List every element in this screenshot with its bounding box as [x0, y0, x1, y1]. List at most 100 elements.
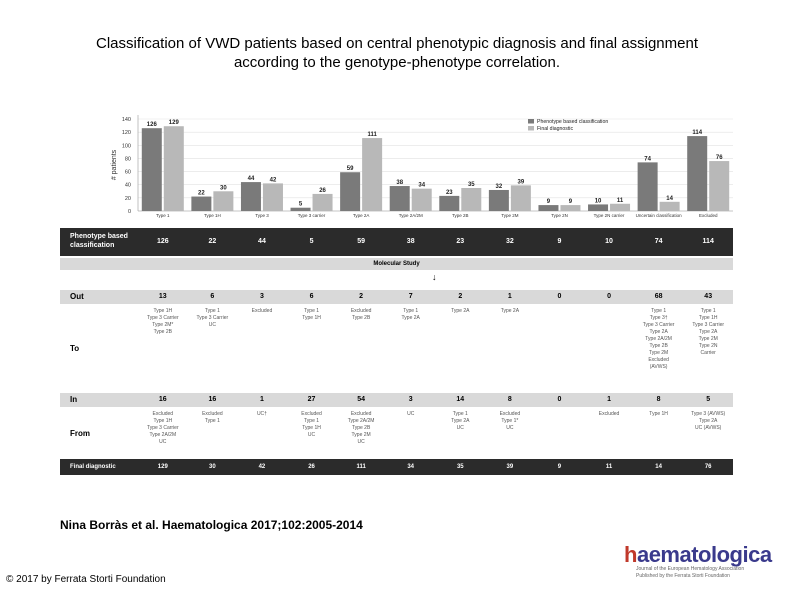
- logo-subtitle: Journal of the European Hematology Assoc…: [636, 566, 745, 579]
- bar-phenotype: [340, 172, 361, 211]
- bar-data-label: 9: [547, 199, 551, 205]
- bar-data-label: 32: [496, 184, 503, 190]
- to-detail: Type 1 Type 1H Type 3 Carrier Type 2A Ty…: [692, 308, 725, 356]
- bar-phenotype: [538, 205, 559, 211]
- final-value: 34: [407, 464, 415, 470]
- in-value: 16: [208, 396, 217, 403]
- bar-data-label: 34: [418, 183, 425, 189]
- y-tick-label: 140: [122, 117, 131, 123]
- to-detail: Type 1 Type 3† Type 3 Carrier Type 2A Ty…: [642, 308, 675, 370]
- y-tick-label: 80: [125, 156, 131, 162]
- bar-data-label: 114: [692, 130, 702, 136]
- x-tick-label: Type 3: [255, 213, 269, 218]
- bar-data-label: 11: [617, 198, 624, 204]
- phenotype-value: 74: [654, 238, 663, 245]
- out-value: 0: [607, 293, 611, 300]
- bar-final: [163, 126, 184, 211]
- logo-word: haematologica: [624, 542, 772, 567]
- bar-final: [510, 185, 531, 211]
- in-value: 16: [158, 396, 167, 403]
- phenotype-value: 59: [357, 238, 366, 245]
- out-value: 2: [458, 293, 463, 300]
- bar-data-label: 5: [299, 202, 303, 208]
- phenotype-value: 22: [208, 238, 217, 245]
- citation: Nina Borràs et al. Haematologica 2017;10…: [60, 518, 363, 532]
- bar-data-label: 14: [666, 196, 673, 202]
- bar-final: [461, 188, 482, 211]
- y-tick-label: 100: [122, 143, 131, 149]
- from-detail: UC: [407, 411, 415, 417]
- bar-phenotype: [240, 182, 261, 211]
- phenotype-value: 44: [258, 238, 266, 245]
- bar-phenotype: [637, 162, 658, 211]
- phenotype-value: 38: [406, 238, 415, 245]
- from-detail: Type 3 (AVWS) Type 2A UC (AVWS): [691, 411, 726, 431]
- final-value: 39: [506, 464, 514, 470]
- from-detail: Type 1H: [649, 411, 668, 417]
- x-tick-label: Type 1: [156, 213, 170, 218]
- in-value: 5: [706, 396, 711, 403]
- bar-data-label: 35: [468, 182, 475, 188]
- in-label: In: [70, 395, 78, 404]
- from-label: From: [70, 429, 90, 438]
- bar-phenotype: [191, 196, 212, 211]
- out-value: 3: [259, 293, 264, 300]
- legend-label: Phenotype based classification: [537, 119, 608, 125]
- to-detail: Excluded: [251, 308, 273, 314]
- bar-data-label: 59: [347, 166, 354, 172]
- legend-swatch: [528, 126, 534, 131]
- x-tick-label: Type 2M: [501, 213, 519, 218]
- out-value: 2: [359, 293, 364, 300]
- x-tick-label: Type 2N carrier: [594, 213, 625, 218]
- phenotype-row: Phenotype based classification 126 22 44 5 5…: [60, 228, 733, 256]
- from-detail: UC†: [256, 411, 267, 417]
- final-value: 42: [258, 464, 266, 470]
- in-value: 8: [656, 396, 661, 403]
- bar-final: [362, 138, 383, 211]
- legend-label: Final diagnostic: [537, 126, 573, 132]
- molecular-study-label: Molecular Study: [373, 261, 420, 267]
- to-row: To Type 1H Type 3 Carrier Type 2M* Type …: [60, 306, 733, 392]
- bar-phenotype: [588, 204, 609, 211]
- from-detail: Excluded Type 1* UC: [499, 411, 521, 431]
- in-value: 1: [607, 396, 611, 403]
- out-row: Out 13 6 3 6 2 7 2 1 0 0 68 43: [60, 290, 733, 304]
- in-row: In 16 16 1 27 54 3 14 8 0 1 8 5: [60, 393, 733, 407]
- to-detail: Type 1 Type 3 Carrier UC: [196, 308, 229, 328]
- to-detail: Type 2A: [451, 308, 470, 314]
- final-value: 76: [704, 464, 712, 470]
- to-detail: Type 2A: [500, 308, 520, 314]
- from-detail: Excluded Type 1 Type 1H UC: [301, 411, 322, 438]
- bar-data-label: 30: [220, 185, 227, 191]
- to-detail: Excluded Type 2B: [350, 308, 372, 321]
- x-tick-label: Type 2N: [551, 213, 568, 218]
- out-value: 6: [309, 293, 314, 300]
- y-tick-label: 60: [125, 170, 131, 176]
- phenotype-value: 114: [702, 238, 714, 245]
- from-detail: Type 1 Type 2A UC: [451, 411, 470, 431]
- out-value: 13: [158, 293, 167, 300]
- bar-phenotype: [389, 186, 410, 211]
- bar-data-label: 126: [147, 122, 158, 128]
- out-value: 43: [704, 293, 713, 300]
- title-line-2: according to the genotype-phenotype corr…: [233, 54, 561, 71]
- bar-final: [312, 193, 333, 211]
- y-tick-label: 120: [122, 130, 131, 136]
- x-tick-label: Type 1H: [204, 213, 221, 218]
- title-line-1: Classification of VWD patients based on …: [95, 35, 698, 52]
- bar-data-label: 42: [270, 177, 277, 183]
- bar-data-label: 10: [595, 198, 602, 204]
- final-value: 111: [356, 464, 366, 470]
- to-detail: Type 1 Type 2A: [401, 308, 420, 321]
- phenotype-value: 10: [605, 238, 613, 245]
- in-value: 8: [507, 396, 512, 403]
- bar-final: [262, 183, 283, 211]
- final-value: 26: [308, 464, 315, 470]
- phenotype-value: 5: [309, 238, 314, 245]
- x-tick-label: Type 2A/2M: [399, 213, 423, 218]
- bar-phenotype: [687, 136, 708, 211]
- legend-swatch: [528, 119, 534, 124]
- final-value: 9: [557, 464, 562, 470]
- bar-chart: 0 20 40 60 80 100 120 140 # patients 126 129 Type 1…: [111, 115, 733, 218]
- bar-phenotype: [439, 195, 460, 211]
